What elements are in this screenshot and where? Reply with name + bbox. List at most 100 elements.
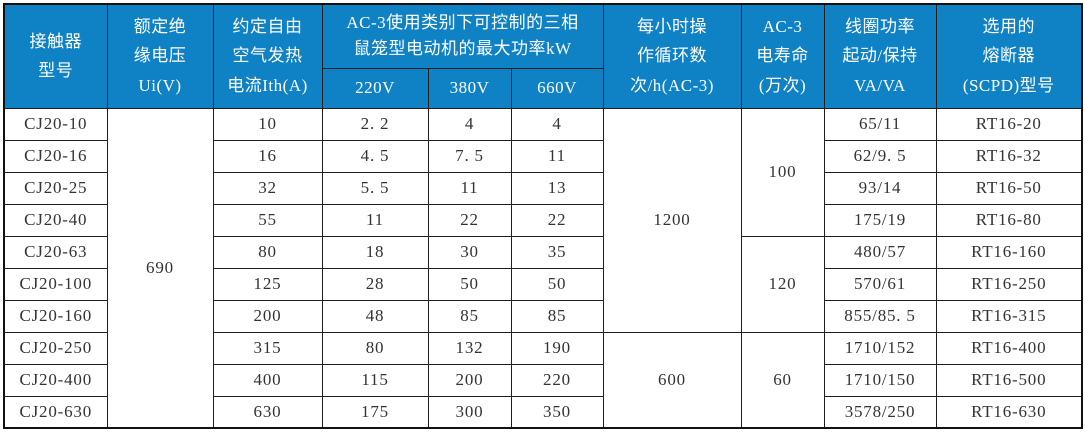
cell-model: CJ20-400: [3, 363, 108, 397]
table-row: CJ20-25 32 5. 5 11 13 93/14 RT16-50: [3, 171, 1083, 205]
cell-power-220v: 175: [321, 395, 429, 429]
contactor-spec-table: 接触器 型号 额定绝 缘电压 Ui(V) 约定自由 空气发热 电流Ith(A) …: [3, 3, 1083, 429]
col-header-220v: 220V: [321, 67, 429, 109]
col-header-380v: 380V: [427, 67, 512, 109]
cell-fuse: RT16-500: [935, 363, 1083, 397]
cell-power-380v: 132: [427, 331, 512, 365]
col-header-fuse: 选用的 熔断器 (SCPD)型号: [935, 3, 1083, 109]
cell-power-220v: 18: [321, 235, 429, 269]
table-row: CJ20-40 55 11 22 22 175/19 RT16-80: [3, 203, 1083, 237]
cell-power-380v: 85: [427, 299, 512, 333]
cell-fuse: RT16-630: [935, 395, 1083, 429]
cell-power-660v: 220: [510, 363, 604, 397]
cell-model: CJ20-100: [3, 267, 108, 301]
cell-power-660v: 350: [510, 395, 604, 429]
cell-power-380v: 50: [427, 267, 512, 301]
cell-life-merged: 100: [740, 107, 825, 237]
cell-thermal-current: 315: [212, 331, 323, 365]
table-row: CJ20-400 400 115 200 220 1710/150 RT16-5…: [3, 363, 1083, 397]
cell-insulation-voltage-merged: 690: [106, 107, 214, 429]
cell-power-380v: 22: [427, 203, 512, 237]
col-header-thermal-current: 约定自由 空气发热 电流Ith(A): [212, 3, 323, 109]
cell-model: CJ20-630: [3, 395, 108, 429]
table-row: CJ20-10 690 10 2. 2 4 4 1200 100 65/11 R…: [3, 107, 1083, 429]
cell-power-220v: 2. 2: [321, 107, 429, 141]
cell-power-660v: 85: [510, 299, 604, 333]
cell-thermal-current: 32: [212, 171, 323, 205]
cell-power-220v: 28: [321, 267, 429, 301]
cell-thermal-current: 10: [212, 107, 323, 141]
table-row: CJ20-100 125 28 50 50 570/61 RT16-250: [3, 267, 1083, 301]
cell-power-660v: 22: [510, 203, 604, 237]
cell-coil-power: 1710/152: [823, 331, 937, 365]
cell-model: CJ20-25: [3, 171, 108, 205]
cell-power-380v: 30: [427, 235, 512, 269]
cell-power-220v: 4. 5: [321, 139, 429, 173]
table-row: CJ20-63 80 18 30 35 120 480/57 RT16-160: [3, 235, 1083, 333]
table-body: CJ20-10 690 10 2. 2 4 4 1200 100 65/11 R…: [3, 107, 1083, 429]
cell-power-660v: 35: [510, 235, 604, 269]
cell-coil-power: 93/14: [823, 171, 937, 205]
col-header-coil-power: 线圈功率 起动/保持 VA/VA: [823, 3, 937, 109]
cell-power-660v: 4: [510, 107, 604, 141]
cell-thermal-current: 80: [212, 235, 323, 269]
table-header: 接触器 型号 额定绝 缘电压 Ui(V) 约定自由 空气发热 电流Ith(A) …: [3, 3, 1083, 109]
cell-model: CJ20-63: [3, 235, 108, 269]
cell-power-380v: 4: [427, 107, 512, 141]
cell-power-660v: 11: [510, 139, 604, 173]
cell-thermal-current: 400: [212, 363, 323, 397]
cell-coil-power: 65/11: [823, 107, 937, 141]
cell-power-220v: 48: [321, 299, 429, 333]
cell-thermal-current: 630: [212, 395, 323, 429]
cell-coil-power: 1710/150: [823, 363, 937, 397]
col-header-model: 接触器 型号: [3, 3, 108, 109]
cell-power-660v: 190: [510, 331, 604, 365]
col-header-insulation-voltage: 额定绝 缘电压 Ui(V): [106, 3, 214, 109]
header-row-top: 接触器 型号 额定绝 缘电压 Ui(V) 约定自由 空气发热 电流Ith(A) …: [3, 3, 1083, 109]
cell-model: CJ20-40: [3, 203, 108, 237]
cell-cycles-merged: 1200: [602, 107, 742, 333]
cell-thermal-current: 16: [212, 139, 323, 173]
cell-power-660v: 50: [510, 267, 604, 301]
cell-power-220v: 11: [321, 203, 429, 237]
cell-thermal-current: 125: [212, 267, 323, 301]
header-row-voltages: 220V 380V 660V: [4, 67, 1082, 109]
col-header-cycles: 每小时操 作循环数 次/h(AC-3): [602, 3, 742, 109]
cell-power-380v: 300: [427, 395, 512, 429]
cell-model: CJ20-160: [3, 299, 108, 333]
cell-fuse: RT16-20: [935, 107, 1083, 141]
cell-power-220v: 80: [321, 331, 429, 365]
cell-power-380v: 11: [427, 171, 512, 205]
cell-thermal-current: 200: [212, 299, 323, 333]
cell-fuse: RT16-315: [935, 299, 1083, 333]
cell-fuse: RT16-400: [935, 331, 1083, 365]
cell-model: CJ20-16: [3, 139, 108, 173]
cell-coil-power: 855/85. 5: [823, 299, 937, 333]
cell-life-merged: 60: [740, 331, 825, 429]
cell-power-380v: 7. 5: [427, 139, 512, 173]
table-row: CJ20-160 200 48 85 85 855/85. 5 RT16-315: [3, 299, 1083, 333]
cell-model: CJ20-10: [3, 107, 108, 141]
cell-power-380v: 200: [427, 363, 512, 397]
table-row: CJ20-16 16 4. 5 7. 5 11 62/9. 5 RT16-32: [3, 139, 1083, 173]
cell-model: CJ20-250: [3, 331, 108, 365]
cell-coil-power: 570/61: [823, 267, 937, 301]
col-header-electrical-life: AC-3 电寿命 (万次): [740, 3, 825, 109]
cell-life-merged: 120: [740, 235, 825, 333]
cell-coil-power: 3578/250: [823, 395, 937, 429]
table-row: CJ20-250 315 80 132 190 600 60 1710/152 …: [3, 331, 1083, 429]
cell-coil-power: 62/9. 5: [823, 139, 937, 173]
cell-fuse: RT16-50: [935, 171, 1083, 205]
cell-fuse: RT16-250: [935, 267, 1083, 301]
cell-fuse: RT16-32: [935, 139, 1083, 173]
cell-power-220v: 115: [321, 363, 429, 397]
cell-cycles-merged: 600: [602, 331, 742, 429]
cell-power-220v: 5. 5: [321, 171, 429, 205]
col-header-660v: 660V: [510, 67, 604, 109]
cell-thermal-current: 55: [212, 203, 323, 237]
table-row: CJ20-630 630 175 300 350 3578/250 RT16-6…: [3, 395, 1083, 429]
cell-power-660v: 13: [510, 171, 604, 205]
cell-coil-power: 175/19: [823, 203, 937, 237]
cell-fuse: RT16-160: [935, 235, 1083, 269]
